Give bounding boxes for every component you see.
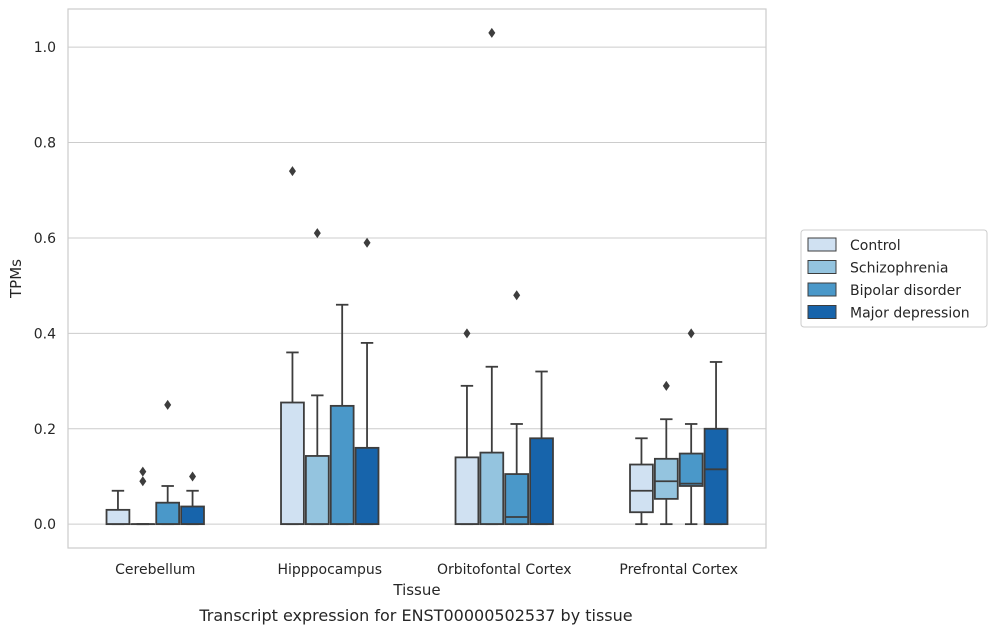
legend-label: Schizophrenia [850,261,948,277]
figure-caption: Transcript expression for ENST0000050253… [199,606,633,625]
legend-swatch [807,260,837,274]
outlier-point [687,328,695,339]
plot-frame [67,8,767,549]
box [304,455,330,526]
legend-swatch [807,282,837,297]
y-tick-label: 0.6 [34,231,56,247]
y-tick-label: 1.0 [34,40,56,56]
legend-label: Bipolar disorder [850,283,961,299]
outlier-point [189,471,197,482]
outlier-point [662,380,670,391]
box [280,401,305,526]
box [180,505,205,526]
y-tick-label: 0.4 [34,326,56,342]
box [155,501,181,526]
outlier-point [513,290,521,301]
x-axis-label: Tissue [392,581,440,599]
box [354,446,380,526]
box [653,457,679,500]
outlier-point [313,228,321,239]
outlier-point [139,466,147,477]
y-tick-label: 0.8 [34,136,56,152]
legend-swatch [807,237,837,252]
box [479,451,505,526]
outlier-point [463,328,471,339]
box [629,463,654,514]
legend-label: Control [850,238,901,254]
outlier-point [139,476,147,487]
box [454,456,480,526]
legend-label: Major depression [850,306,970,322]
box [105,508,131,526]
outlier-point [363,237,371,248]
y-axis-label: TPMs [7,259,25,299]
outlier-point [164,399,172,410]
legend-swatch [807,305,837,319]
y-tick-label: 0.0 [34,517,56,533]
box [678,452,704,487]
y-tick-label: 0.2 [34,422,56,438]
box [529,437,554,526]
x-tick-label: Orbitofontal Cortex [437,562,572,578]
outlier-point [488,27,496,38]
outlier-point [288,166,296,177]
x-tick-label: Prefrontal Cortex [619,562,738,578]
x-tick-label: Cerebellum [115,562,195,578]
x-tick-label: Hipppocampus [277,562,382,578]
box [703,427,729,526]
box [504,473,530,526]
box [329,404,355,526]
legend-box [800,229,988,328]
